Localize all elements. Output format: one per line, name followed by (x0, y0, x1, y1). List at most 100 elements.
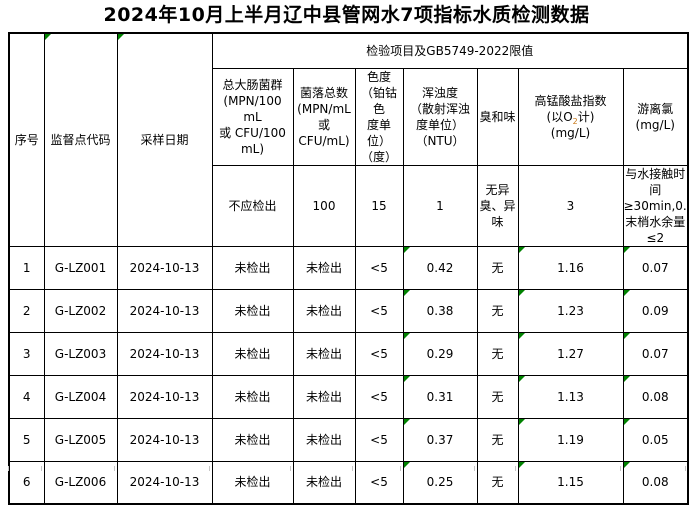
cell-permanganate-value: 1.13 (557, 389, 584, 404)
cell-permanganate-value: 1.27 (557, 346, 584, 361)
permanganate-paren-close: 计) (577, 109, 595, 124)
cell-sample-date: 2024-10-13 (116, 374, 213, 419)
cell-chlorine: 0.09 (622, 288, 689, 333)
col-header-site-code-label: 监督点代码 (50, 132, 111, 147)
cell-permanganate-value: 1.15 (557, 475, 584, 490)
limit-odor: 无异臭、异味 (476, 164, 519, 247)
warning-triangle-icon (624, 419, 630, 425)
warning-triangle-icon (624, 290, 630, 296)
cell-chlorine-value: 0.05 (641, 432, 669, 447)
warning-triangle-icon (404, 462, 410, 468)
cell-turbidity: 0.31 (402, 374, 478, 419)
cell-permanganate: 1.13 (517, 374, 624, 419)
cell-chlorine: 0.05 (622, 417, 689, 462)
cell-chlorine-value: 0.08 (641, 475, 669, 490)
header-row-group: 序号 监督点代码 采样日期 检验项目及GB5749-2022限值 (8, 32, 689, 247)
cell-turbidity: 0.42 (402, 245, 478, 290)
limit-colony: 100 (292, 164, 356, 247)
cell-turbidity: 0.38 (402, 288, 478, 333)
warning-triangle-icon (519, 333, 525, 339)
cell-sample-date: 2024-10-13 (116, 245, 213, 290)
oxygen-subscript: 2 (572, 116, 578, 126)
cell-color: <5 (354, 331, 404, 376)
spreadsheet-gridline-continuation (8, 466, 686, 471)
page-title: 2024年10月上半月辽中县管网水7项指标水质检测数据 (103, 4, 590, 26)
cell-turbidity-value: 0.37 (426, 432, 454, 447)
cell-color: <5 (354, 417, 404, 462)
cell-site-code: G-LZ003 (43, 331, 118, 376)
cell-permanganate: 1.16 (517, 245, 624, 290)
col-header-serial: 序号 (8, 32, 45, 247)
warning-triangle-icon (519, 376, 525, 382)
col-header-coliform: 总大肠菌群 (MPN/100 mL 或 CFU/100 mL) (211, 67, 294, 166)
cell-coliform: 未检出 (211, 331, 294, 376)
cell-serial: 2 (8, 288, 45, 333)
water-quality-table: 序号 监督点代码 采样日期 检验项目及GB5749-2022限值 总大肠菌群 (… (8, 32, 690, 505)
limit-permanganate: 3 (517, 164, 624, 247)
cell-turbidity-value: 0.42 (426, 260, 454, 275)
col-header-site-code: 监督点代码 (43, 32, 118, 247)
cell-permanganate-value: 1.19 (557, 432, 584, 447)
cell-turbidity-value: 0.25 (426, 475, 454, 490)
warning-triangle-icon (45, 34, 51, 40)
cell-serial: 1 (8, 245, 45, 290)
permanganate-name: 高锰酸盐指数 (534, 93, 607, 108)
col-header-permanganate: 高锰酸盐指数 (以O2计) (mg/L) (517, 67, 624, 166)
col-header-turbidity: 浑浊度 （散射浑浊 度单位） （NTU） (402, 67, 478, 166)
warning-triangle-icon (118, 34, 124, 40)
cell-odor: 无 (476, 331, 519, 376)
cell-odor: 无 (476, 374, 519, 419)
col-header-odor: 臭和味 (476, 67, 519, 166)
cell-chlorine-value: 0.07 (641, 346, 669, 361)
cell-permanganate: 1.27 (517, 331, 624, 376)
limit-coliform: 不应检出 (211, 164, 294, 247)
cell-coliform: 未检出 (211, 374, 294, 419)
limit-chlorine: 与水接触时间≥30min,0.05≤末梢水余量≤2 (622, 164, 689, 247)
warning-triangle-icon (404, 419, 410, 425)
cell-serial: 5 (8, 417, 45, 462)
col-header-colony: 菌落总数 (MPN/mL 或 CFU/mL) (292, 67, 356, 166)
cell-colony: 未检出 (292, 245, 356, 290)
permanganate-paren: (以O (546, 109, 573, 124)
warning-triangle-icon (519, 290, 525, 296)
cell-color: <5 (354, 245, 404, 290)
cell-coliform: 未检出 (211, 245, 294, 290)
cell-odor: 无 (476, 417, 519, 462)
limit-turbidity: 1 (402, 164, 478, 247)
cell-site-code: G-LZ002 (43, 288, 118, 333)
col-header-sample-date: 采样日期 (116, 32, 213, 247)
col-header-chlorine: 游离氯 (mg/L) (622, 67, 689, 166)
cell-site-code: G-LZ005 (43, 417, 118, 462)
cell-site-code: G-LZ004 (43, 374, 118, 419)
permanganate-unit: (mg/L) (550, 125, 591, 140)
col-header-color: 色度 （铂钴色 度单位） （度） (354, 67, 404, 166)
cell-coliform: 未检出 (211, 288, 294, 333)
warning-triangle-icon (624, 247, 630, 253)
cell-turbidity: 0.37 (402, 417, 478, 462)
cell-serial: 3 (8, 331, 45, 376)
header-row-params: 总大肠菌群 (MPN/100 mL 或 CFU/100 mL) 菌落总数 (MP… (9, 67, 689, 166)
cell-colony: 未检出 (292, 417, 356, 462)
cell-permanganate: 1.19 (517, 417, 624, 462)
cell-chlorine-value: 0.09 (641, 303, 669, 318)
cell-sample-date: 2024-10-13 (116, 331, 213, 376)
cell-color: <5 (354, 288, 404, 333)
cell-odor: 无 (476, 245, 519, 290)
cell-permanganate-value: 1.16 (557, 260, 584, 275)
limit-color: 15 (354, 164, 404, 247)
warning-triangle-icon (404, 247, 410, 253)
warning-triangle-icon (404, 376, 410, 382)
cell-site-code: G-LZ001 (43, 245, 118, 290)
table-row: 2 G-LZ002 2024-10-13 未检出 未检出 <5 0.38 无 1… (8, 288, 689, 333)
cell-permanganate-value: 1.23 (557, 303, 584, 318)
cell-turbidity-value: 0.29 (426, 346, 454, 361)
cell-chlorine-value: 0.08 (641, 389, 669, 404)
table-row: 4 G-LZ004 2024-10-13 未检出 未检出 <5 0.31 无 1… (8, 374, 689, 419)
cell-sample-date: 2024-10-13 (116, 288, 213, 333)
table-row: 1 G-LZ001 2024-10-13 未检出 未检出 <5 0.42 无 1… (8, 245, 689, 290)
cell-chlorine-value: 0.07 (641, 260, 669, 275)
warning-triangle-icon (624, 333, 630, 339)
col-header-sample-date-label: 采样日期 (140, 132, 189, 147)
cell-turbidity-value: 0.31 (426, 389, 454, 404)
warning-triangle-icon (624, 462, 630, 468)
